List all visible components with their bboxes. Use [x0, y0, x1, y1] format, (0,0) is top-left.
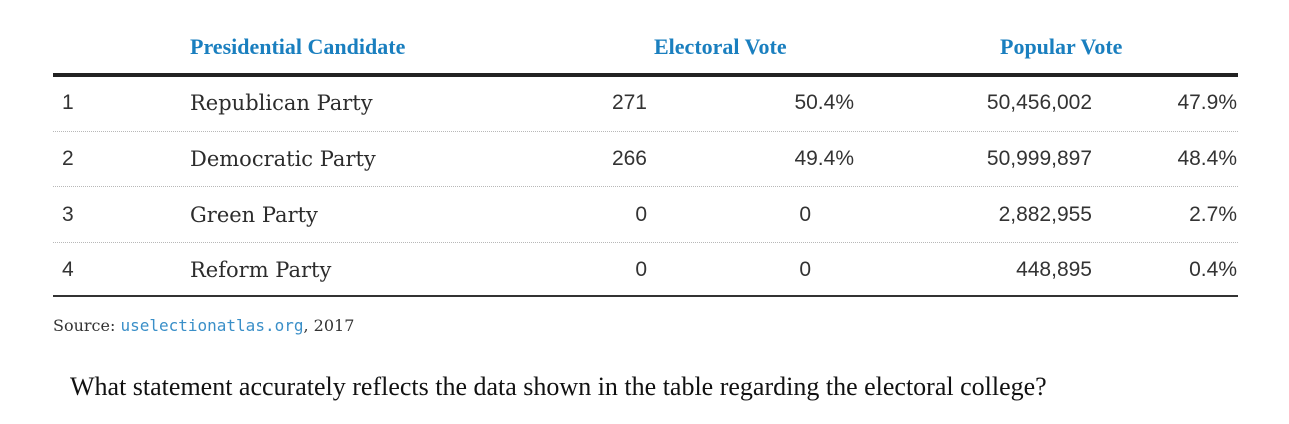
- row-popular-pct: 48.4%: [1177, 147, 1237, 170]
- source-suffix: , 2017: [303, 316, 355, 335]
- source-prefix: Source:: [53, 316, 121, 335]
- row-separator: [53, 186, 1238, 187]
- row-electoral-pct: 0: [799, 203, 811, 226]
- row-popular-pct: 2.7%: [1189, 203, 1237, 226]
- row-party: Democratic Party: [190, 147, 376, 171]
- row-popular-vote: 50,999,897: [986, 147, 1092, 170]
- row-electoral-pct: 49.4%: [794, 147, 854, 170]
- row-electoral-vote: 266: [611, 147, 647, 170]
- row-rank: 2: [62, 147, 74, 170]
- source-link[interactable]: uselectionatlas.org: [120, 316, 304, 335]
- row-separator: [53, 242, 1238, 243]
- row-electoral-vote: 0: [635, 258, 647, 281]
- table-bottom-rule: [53, 295, 1238, 297]
- row-rank: 1: [62, 91, 74, 114]
- question-text: What statement accurately reflects the d…: [70, 372, 1047, 401]
- row-separator: [53, 131, 1238, 132]
- header-electoral-vote: Electoral Vote: [654, 34, 787, 59]
- row-electoral-vote: 271: [611, 91, 647, 114]
- row-popular-pct: 47.9%: [1177, 91, 1237, 114]
- row-popular-vote: 2,882,955: [998, 203, 1092, 226]
- row-rank: 4: [62, 258, 74, 281]
- row-electoral-pct: 50.4%: [794, 91, 854, 114]
- row-electoral-vote: 0: [635, 203, 647, 226]
- row-popular-vote: 50,456,002: [986, 91, 1092, 114]
- source-line: Source: uselectionatlas.org, 2017: [53, 316, 354, 335]
- row-rank: 3: [62, 203, 74, 226]
- row-party: Republican Party: [190, 91, 373, 115]
- row-electoral-pct: 0: [799, 258, 811, 281]
- header-rule: [53, 73, 1238, 77]
- header-popular-vote: Popular Vote: [1000, 34, 1123, 59]
- row-popular-pct: 0.4%: [1189, 258, 1237, 281]
- row-popular-vote: 448,895: [1016, 258, 1092, 281]
- row-party: Reform Party: [190, 258, 332, 282]
- row-party: Green Party: [190, 203, 318, 227]
- header-presidential-candidate: Presidential Candidate: [190, 34, 406, 59]
